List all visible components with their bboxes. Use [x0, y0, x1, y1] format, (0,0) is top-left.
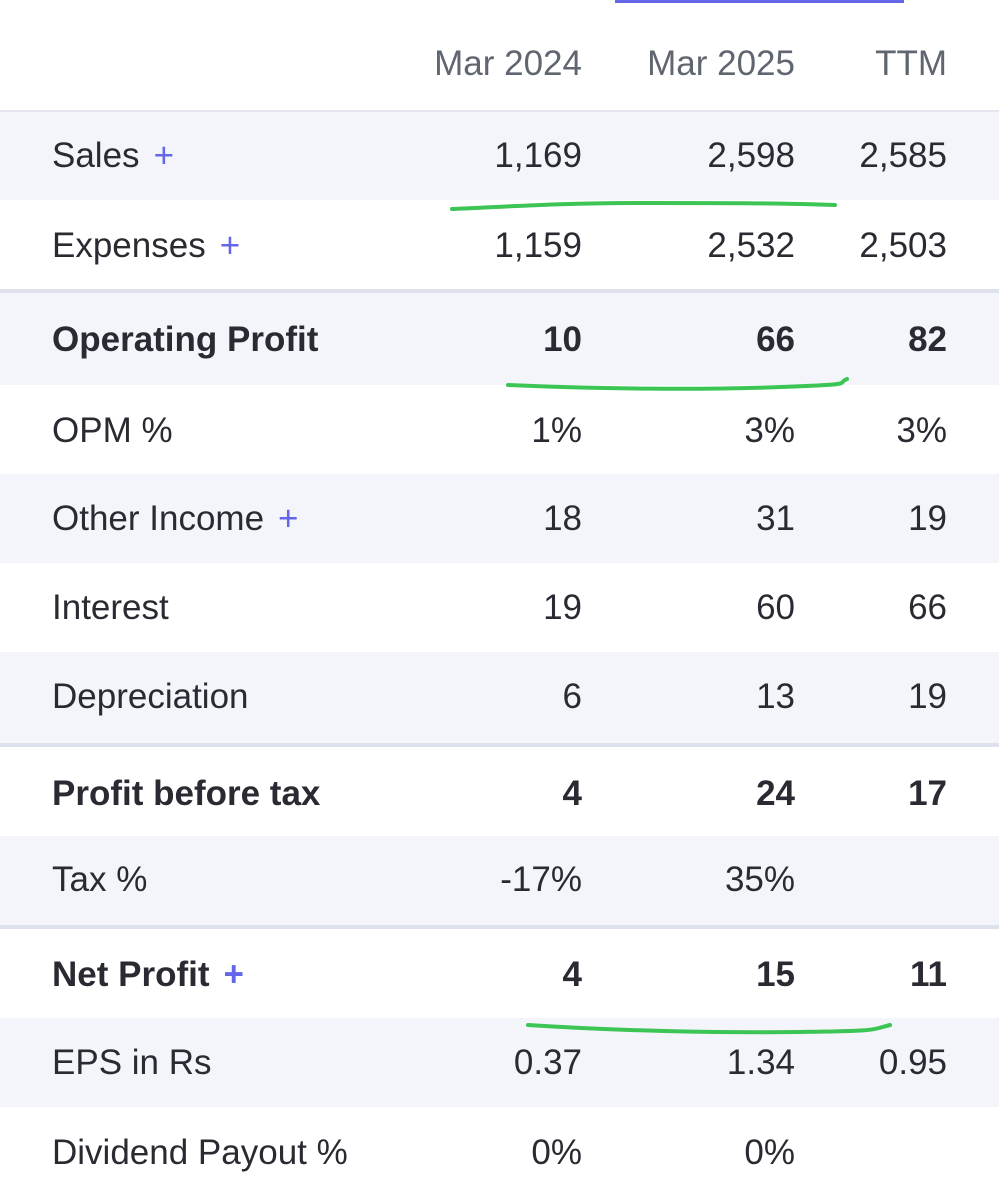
cell-value: 3% — [744, 411, 795, 450]
cell-value: 24 — [756, 774, 795, 813]
cell-value: 19 — [908, 677, 947, 716]
cell-value: 60 — [756, 588, 795, 627]
cell-value: 82 — [908, 320, 947, 359]
expand-plus-icon[interactable]: + — [219, 226, 241, 265]
cell-value: 66 — [756, 320, 795, 359]
row-label-sales[interactable]: Sales + — [52, 136, 175, 175]
cell-value: 0% — [531, 1133, 582, 1172]
column-header-mar-2024[interactable]: Mar 2024 — [434, 44, 582, 83]
table-row-profit-before-tax: Profit before tax 4 24 17 — [0, 747, 999, 836]
cell-value: 2,585 — [859, 136, 947, 175]
table-row-eps: EPS in Rs 0.37 1.34 0.95 — [0, 1018, 999, 1107]
row-label-interest: Interest — [52, 588, 169, 627]
cell-value: 1,159 — [494, 226, 582, 265]
table-row-dividend-payout: Dividend Payout % 0% 0% — [0, 1107, 999, 1200]
cell-value: 35% — [724, 860, 795, 899]
table-row-depreciation: Depreciation 6 13 19 — [0, 652, 999, 747]
table-row-opm: OPM % 1% 3% 3% — [0, 385, 999, 474]
cell-value: 19 — [543, 588, 582, 627]
table-row-interest: Interest 19 60 66 — [0, 563, 999, 652]
cell-value: 31 — [756, 499, 795, 538]
cell-value: 0.37 — [513, 1043, 582, 1082]
cell-value: 10 — [543, 320, 582, 359]
row-label-eps: EPS in Rs — [52, 1043, 212, 1082]
cell-value: 2,503 — [859, 226, 947, 265]
cell-value: 4 — [562, 955, 582, 994]
row-label-operating-profit: Operating Profit — [52, 320, 319, 359]
expand-plus-icon[interactable]: + — [153, 136, 175, 175]
cell-value: 0% — [744, 1133, 795, 1172]
table-row-expenses[interactable]: Expenses + 1,159 2,532 2,503 — [0, 200, 999, 293]
table-row-sales[interactable]: Sales + 1,169 2,598 2,585 — [0, 112, 999, 200]
row-label-other-income[interactable]: Other Income + — [52, 499, 299, 538]
cell-value: 0.95 — [878, 1043, 947, 1082]
cell-value: -17% — [500, 860, 582, 899]
cell-value: 6 — [562, 677, 582, 716]
table-header: Mar 2024 Mar 2025 TTM — [0, 0, 999, 112]
row-label-opm: OPM % — [52, 411, 173, 450]
cell-value: 18 — [543, 499, 582, 538]
row-label-net-profit[interactable]: Net Profit + — [52, 955, 244, 994]
expand-plus-icon[interactable]: + — [278, 499, 299, 538]
cell-value: 1.34 — [726, 1043, 795, 1082]
row-label-depreciation: Depreciation — [52, 677, 249, 716]
table-row-net-profit[interactable]: Net Profit + 4 15 11 — [0, 929, 999, 1018]
cell-value: 2,532 — [707, 226, 795, 265]
column-header-mar-2025[interactable]: Mar 2025 — [647, 44, 795, 83]
cell-value: 13 — [756, 677, 795, 716]
cell-value: 1% — [531, 411, 582, 450]
row-label-dividend-payout: Dividend Payout % — [52, 1133, 348, 1172]
cell-value: 15 — [756, 955, 795, 994]
cell-value: 11 — [910, 955, 947, 994]
table-row-tax: Tax % -17% 35% — [0, 836, 999, 929]
column-header-ttm[interactable]: TTM — [875, 44, 947, 83]
cell-value: 3% — [896, 411, 947, 450]
active-tab-indicator — [615, 0, 904, 3]
row-label-tax: Tax % — [52, 860, 148, 899]
row-label-expenses[interactable]: Expenses + — [52, 226, 241, 265]
cell-value: 19 — [908, 499, 947, 538]
row-label-profit-before-tax: Profit before tax — [52, 774, 321, 813]
table-row-other-income[interactable]: Other Income + 18 31 19 — [0, 474, 999, 563]
expand-plus-icon[interactable]: + — [223, 955, 244, 994]
table-row-operating-profit: Operating Profit 10 66 82 — [0, 293, 999, 385]
cell-value: 17 — [908, 774, 947, 813]
cell-value: 1,169 — [494, 136, 582, 175]
cell-value: 2,598 — [707, 136, 795, 175]
cell-value: 4 — [562, 774, 582, 813]
cell-value: 66 — [908, 588, 947, 627]
